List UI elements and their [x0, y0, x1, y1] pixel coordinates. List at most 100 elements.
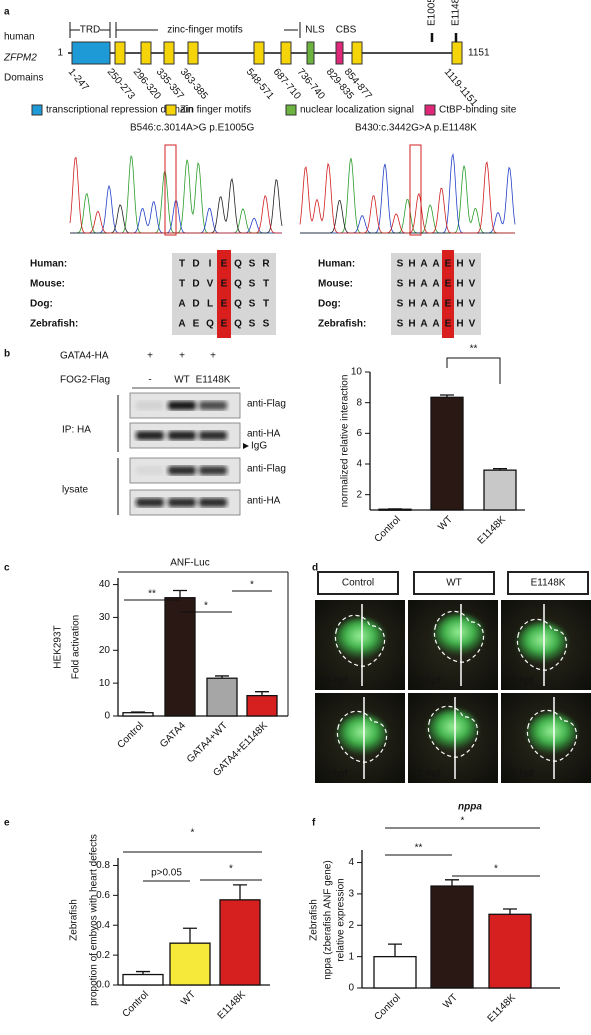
blot-band	[199, 466, 227, 475]
y-tick-label: 4	[348, 857, 354, 868]
error-bar	[173, 589, 187, 598]
blot-band	[199, 431, 227, 440]
region-label: zinc-finger motifs	[167, 25, 243, 36]
residue: S	[249, 319, 256, 330]
error-bar	[493, 467, 507, 471]
y-axis-label: Fold activation	[71, 615, 82, 679]
blot-row-label: FOG2-Flag	[60, 375, 110, 386]
species-label: Dog:	[30, 299, 53, 310]
heart-outline	[336, 710, 388, 763]
residue: A	[432, 299, 439, 310]
range-label: 1119-1151	[442, 67, 480, 109]
y-tick-label: 40	[99, 579, 111, 590]
error-bar	[440, 394, 454, 398]
blot-row-label: GATA4-HA	[60, 351, 109, 362]
blot-band	[136, 401, 164, 410]
heart-glow	[337, 714, 387, 754]
y-axis-label: Zebrafish	[69, 899, 80, 941]
x-tick-label: Control	[120, 989, 151, 1020]
error-bar	[255, 691, 269, 696]
region-label: NLS	[305, 25, 325, 36]
y-tick-label: 10	[99, 678, 111, 689]
significance-label: **	[148, 589, 156, 600]
residue: D	[192, 299, 199, 310]
row-label: Domains	[4, 73, 43, 84]
heart-outline	[427, 705, 479, 758]
panel-label: e	[4, 818, 10, 829]
bar	[430, 885, 474, 989]
x-tick-label: Control	[372, 514, 403, 545]
x-tick-label: E1148K	[486, 992, 519, 1025]
error-bar	[183, 927, 197, 944]
residue: V	[469, 299, 476, 310]
bar	[430, 396, 464, 511]
y-tick-label: 0	[104, 711, 110, 722]
residue: R	[262, 259, 270, 270]
cbs-domain	[335, 41, 344, 65]
y-tick-label: 0.8	[96, 860, 110, 871]
zinc-finger	[163, 41, 175, 65]
y-axis-label: propotion of embyos with heart defects	[89, 834, 100, 1006]
legend-swatch	[165, 104, 177, 116]
side-label: L	[394, 769, 400, 780]
stage-label: 72-hpf	[505, 769, 534, 780]
y-axis-label: nppa (zberafish ANF gene)	[323, 860, 334, 980]
zinc-finger	[187, 41, 199, 65]
side-label: L	[394, 676, 400, 687]
y-tick-label: 4	[356, 459, 362, 470]
error-bar	[445, 879, 459, 887]
residue: H	[408, 299, 415, 310]
header-label: Control	[342, 578, 374, 589]
residue: S	[249, 299, 256, 310]
stage-label: 48-hpf	[505, 676, 534, 687]
residue: E	[193, 319, 200, 330]
species-label: Human:	[30, 259, 67, 270]
stage-label: 72-hpf	[412, 769, 441, 780]
bar	[246, 694, 278, 717]
side-label: L	[487, 676, 493, 687]
y-tick-label: 2	[348, 920, 354, 931]
antibody-label: anti-Flag	[247, 399, 286, 410]
error-bar	[131, 711, 145, 713]
y-tick-label: 0.0	[96, 980, 110, 991]
residue: S	[263, 319, 270, 330]
residue: H	[408, 279, 415, 290]
mutation-label: E1148K	[451, 0, 462, 26]
residue: T	[263, 299, 269, 310]
residue: H	[456, 259, 463, 270]
y-tick-label: 0.4	[96, 920, 110, 931]
heart-glow	[527, 713, 577, 753]
x-tick-label: WT	[441, 992, 460, 1011]
bar	[219, 899, 261, 986]
legend-swatch	[285, 104, 297, 116]
start: 1	[57, 48, 63, 59]
blot-cell: +	[210, 351, 216, 362]
legend-label: Zin finger motifs	[180, 105, 251, 116]
species-label: Mouse:	[30, 279, 65, 290]
zinc-finger	[140, 41, 152, 65]
significance-label: *	[250, 580, 254, 591]
y-tick-label: 0.6	[96, 890, 110, 901]
marker-label: IgG	[251, 441, 267, 452]
species-label: Zebrafish:	[318, 319, 366, 330]
residue: H	[456, 279, 463, 290]
blot-band	[168, 431, 196, 440]
legend-label: transcriptional repression domain	[46, 105, 193, 116]
residue: Q	[234, 299, 242, 310]
chromatogram-trace	[300, 152, 516, 234]
residue: E	[221, 299, 228, 310]
antibody-label: anti-Flag	[247, 464, 286, 475]
blot-band	[168, 498, 196, 507]
blot-cell: +	[147, 351, 153, 362]
residue: A	[420, 299, 427, 310]
residue: A	[432, 279, 439, 290]
alignment-highlight	[217, 250, 231, 338]
residue: E	[221, 319, 228, 330]
residue: E	[445, 299, 452, 310]
error-bar	[215, 675, 229, 679]
y-tick-label: 10	[351, 367, 363, 378]
heart-glow	[517, 622, 567, 662]
residue: S	[397, 299, 404, 310]
x-tick-label: Control	[372, 992, 403, 1023]
